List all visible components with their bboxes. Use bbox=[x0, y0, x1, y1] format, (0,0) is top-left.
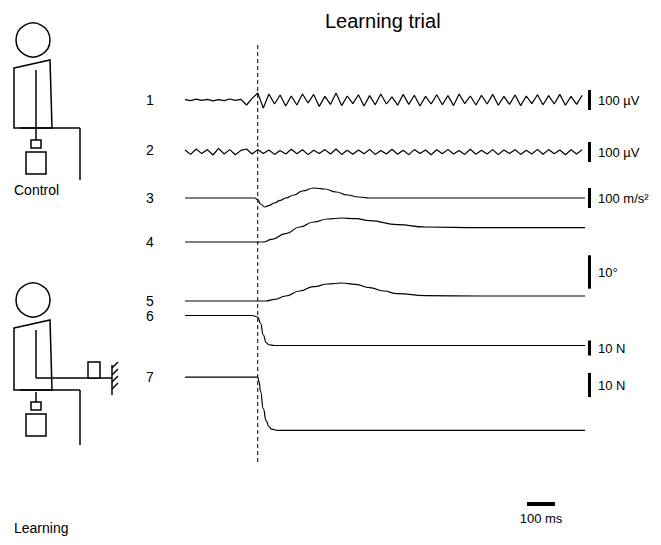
svg-text:10 N: 10 N bbox=[598, 378, 625, 393]
svg-text:Learning trial: Learning trial bbox=[325, 10, 441, 32]
svg-text:4: 4 bbox=[146, 234, 154, 250]
svg-text:Learning: Learning bbox=[14, 520, 69, 536]
svg-text:100 ms: 100 ms bbox=[520, 511, 563, 526]
svg-text:7: 7 bbox=[146, 369, 154, 385]
svg-text:10°: 10° bbox=[598, 265, 618, 280]
svg-text:3: 3 bbox=[146, 190, 154, 206]
svg-text:5: 5 bbox=[146, 293, 154, 309]
svg-text:100 m/s²: 100 m/s² bbox=[598, 191, 649, 206]
svg-text:6: 6 bbox=[146, 308, 154, 324]
svg-text:Control: Control bbox=[14, 182, 59, 198]
svg-text:2: 2 bbox=[146, 142, 154, 158]
svg-text:10 N: 10 N bbox=[598, 341, 625, 356]
svg-text:1: 1 bbox=[146, 92, 154, 108]
svg-text:100 µV: 100 µV bbox=[598, 145, 640, 160]
svg-text:100 µV: 100 µV bbox=[598, 93, 640, 108]
